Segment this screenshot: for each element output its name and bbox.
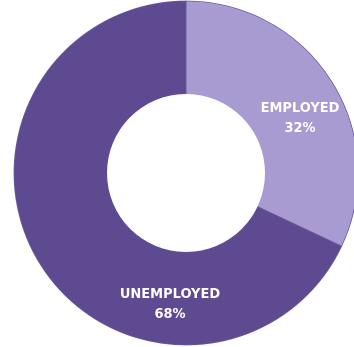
- slice-labels: EMPLOYED 32% UNEMPLOYED 68%: [120, 101, 340, 322]
- slice-value-unemployed: 68%: [154, 307, 185, 322]
- slice-label-unemployed: UNEMPLOYED: [120, 287, 220, 302]
- slice-label-employed: EMPLOYED: [261, 101, 340, 116]
- donut-hole: [107, 94, 265, 252]
- slice-value-employed: 32%: [284, 121, 315, 136]
